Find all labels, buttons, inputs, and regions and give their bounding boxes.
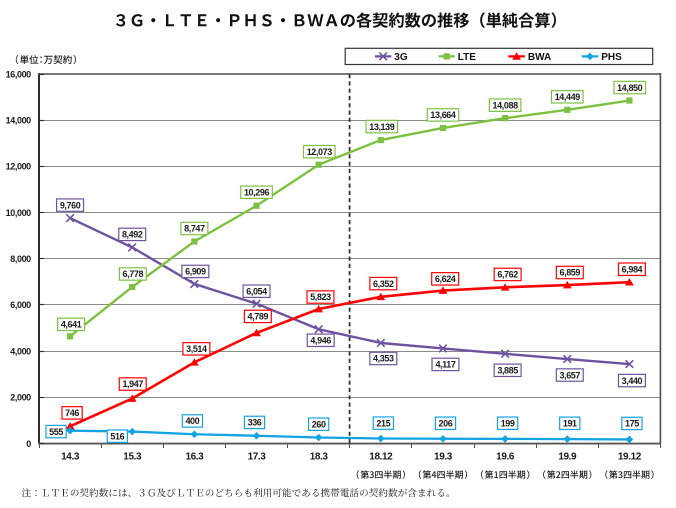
- svg-text:6,624: 6,624: [435, 274, 456, 284]
- svg-text:18.12: 18.12: [369, 451, 393, 462]
- svg-text:1,947: 1,947: [122, 379, 143, 389]
- svg-text:14,850: 14,850: [617, 83, 643, 93]
- svg-text:2,000: 2,000: [10, 393, 31, 403]
- svg-text:3,885: 3,885: [497, 365, 518, 375]
- svg-text:13,139: 13,139: [369, 122, 395, 132]
- svg-text:14,449: 14,449: [555, 92, 581, 102]
- svg-text:14,088: 14,088: [493, 100, 519, 110]
- svg-text:4,117: 4,117: [435, 360, 455, 370]
- svg-text:14,000: 14,000: [6, 115, 32, 125]
- svg-text:555: 555: [49, 427, 63, 437]
- svg-text:9,760: 9,760: [60, 200, 81, 210]
- svg-text:3,657: 3,657: [560, 370, 581, 380]
- svg-text:16,000: 16,000: [6, 69, 32, 79]
- svg-text:19.3: 19.3: [434, 451, 453, 462]
- svg-text:14.3: 14.3: [61, 451, 80, 462]
- svg-text:18.3: 18.3: [310, 451, 329, 462]
- svg-text:10,296: 10,296: [244, 187, 270, 197]
- svg-text:19.6: 19.6: [496, 451, 515, 462]
- svg-text:6,984: 6,984: [622, 264, 643, 274]
- svg-text:12,073: 12,073: [307, 147, 333, 157]
- svg-text:336: 336: [248, 418, 262, 428]
- svg-text:8,000: 8,000: [10, 254, 31, 264]
- svg-text:6,778: 6,778: [123, 269, 144, 279]
- svg-text:4,946: 4,946: [310, 335, 331, 345]
- svg-text:4,641: 4,641: [61, 320, 82, 330]
- svg-text:19.12: 19.12: [618, 451, 642, 462]
- svg-text:4,353: 4,353: [373, 354, 394, 364]
- svg-text:13,664: 13,664: [430, 110, 456, 120]
- svg-text:260: 260: [312, 419, 326, 429]
- svg-text:5,823: 5,823: [310, 292, 331, 302]
- svg-text:191: 191: [563, 418, 577, 428]
- svg-text:3,440: 3,440: [622, 376, 643, 386]
- svg-text:17.3: 17.3: [248, 451, 267, 462]
- svg-text:12,000: 12,000: [6, 162, 32, 172]
- svg-text:6,352: 6,352: [373, 279, 394, 289]
- svg-text:8,492: 8,492: [122, 230, 143, 240]
- svg-text:746: 746: [65, 408, 79, 418]
- svg-text:LTE: LTE: [458, 52, 476, 63]
- svg-text:10,000: 10,000: [6, 208, 32, 218]
- svg-text:15.3: 15.3: [123, 451, 142, 462]
- svg-text:199: 199: [501, 418, 515, 428]
- svg-text:206: 206: [439, 418, 453, 428]
- svg-text:19.9: 19.9: [558, 451, 577, 462]
- svg-text:6,762: 6,762: [497, 270, 518, 280]
- svg-text:6,054: 6,054: [246, 286, 267, 296]
- svg-text:0: 0: [26, 439, 31, 449]
- svg-text:6,000: 6,000: [10, 300, 31, 310]
- svg-text:4,000: 4,000: [10, 346, 31, 356]
- svg-text:4,789: 4,789: [248, 312, 269, 322]
- svg-text:400: 400: [185, 416, 199, 426]
- svg-text:6,909: 6,909: [185, 267, 206, 277]
- svg-text:3,514: 3,514: [186, 344, 207, 354]
- svg-text:6,859: 6,859: [560, 268, 581, 278]
- svg-text:3G: 3G: [394, 52, 408, 63]
- svg-text:BWA: BWA: [528, 52, 551, 63]
- svg-text:PHS: PHS: [601, 52, 622, 63]
- svg-text:16.3: 16.3: [185, 451, 204, 462]
- svg-text:175: 175: [625, 419, 639, 429]
- svg-text:8,747: 8,747: [184, 224, 205, 234]
- svg-text:516: 516: [110, 431, 124, 441]
- svg-text:215: 215: [376, 418, 390, 428]
